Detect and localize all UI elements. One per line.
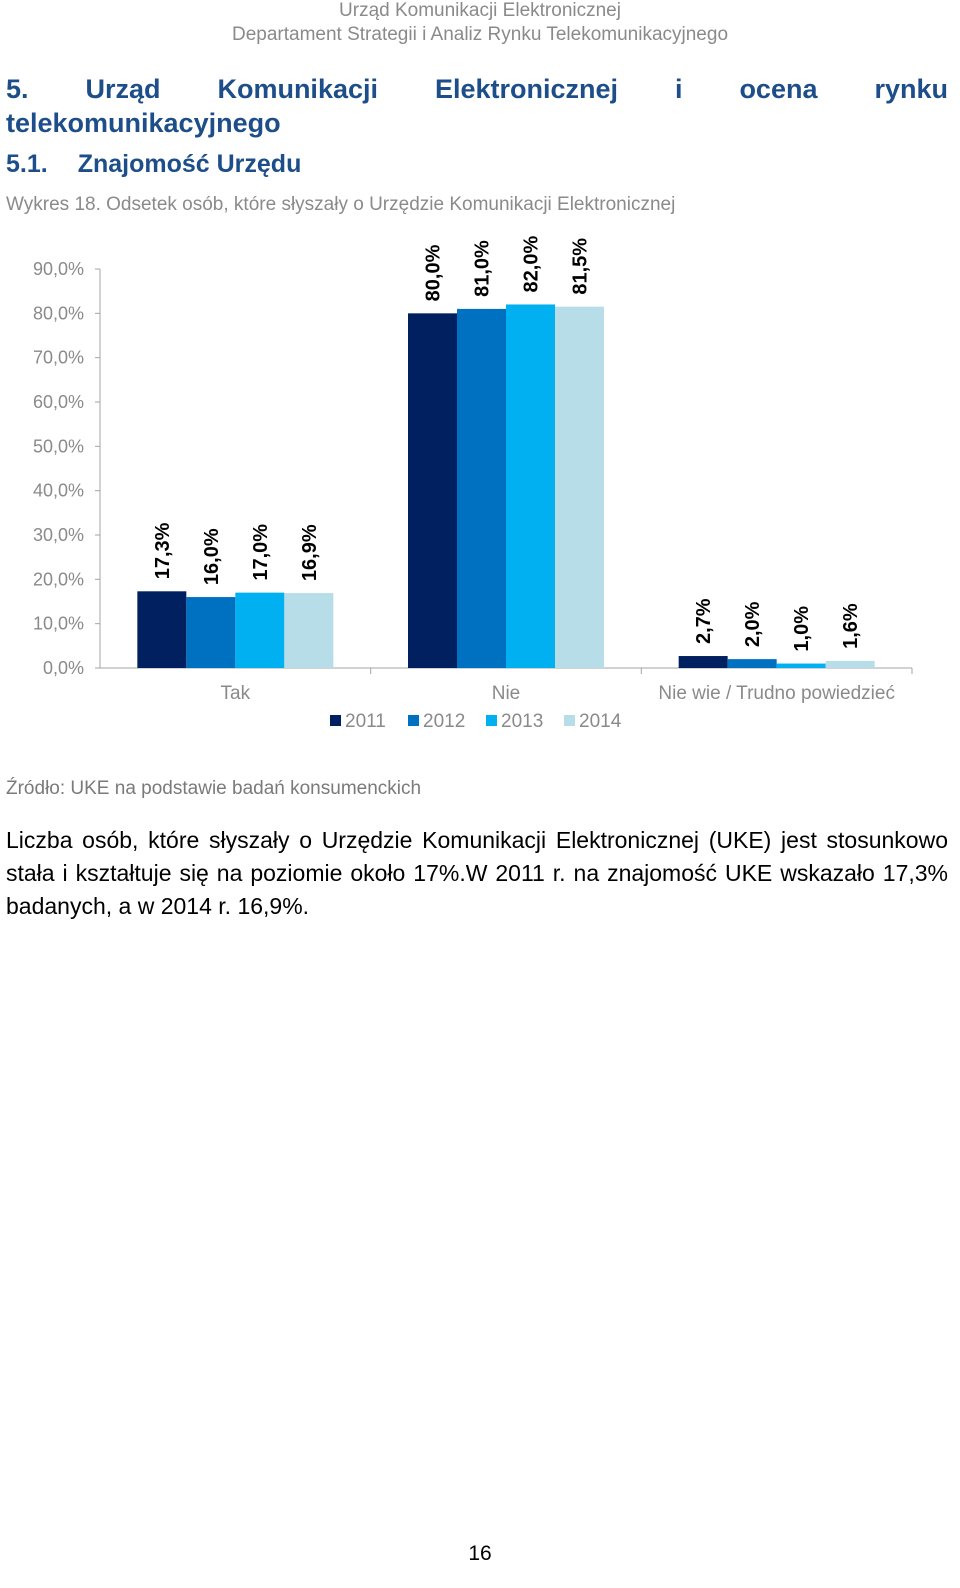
bar [678,656,728,668]
section-title-word: rynku [874,74,948,104]
y-tick-label: 70,0% [33,348,84,368]
bar [137,591,187,668]
bar [825,660,875,668]
section-title-word: Komunikacji [217,74,378,104]
section-heading-line1: 5. Urząd Komunikacji Elektronicznej i oc… [6,72,948,106]
y-tick-label: 0,0% [43,658,84,678]
bar-data-label: 81,5% [570,238,592,295]
section-title-line2: telekomunikacyjnego [6,108,281,138]
page-number: 16 [468,1542,492,1565]
legend-label: 2011 [345,711,386,732]
legend-swatch [564,715,575,726]
bar-data-label: 16,0% [201,528,223,585]
bar-data-label: 81,0% [472,240,494,297]
y-tick-label: 20,0% [33,569,84,589]
header-institution: Urząd Komunikacji Elektronicznej [339,0,621,21]
section-heading: 5. Urząd Komunikacji Elektronicznej i oc… [6,72,948,140]
figure-caption: Wykres 18. Odsetek osób, które słyszały … [6,194,676,215]
x-category-label: Nie [492,683,521,704]
bar-data-label: 1,0% [791,606,813,652]
y-tick-label: 50,0% [33,436,84,456]
y-tick-label: 60,0% [33,392,84,412]
section-title-word: Elektronicznej [434,74,619,104]
subsection-heading: 5.1. Znajomość Urzędu [6,150,301,179]
bar-data-label: 16,9% [299,524,321,581]
bar [506,304,555,668]
bar [727,659,777,668]
bar-chart: 0,0% 10,0% 20,0% 30,0% 40,0% 50,0% 60,0% 70,0% 8… [33,236,913,732]
y-tick-label: 80,0% [33,303,84,323]
bar-data-label: 17,3% [152,522,174,579]
section-number: 5. [6,74,29,104]
header-department: Departament Strategii i Analiz Rynku Tel… [231,24,729,45]
y-tick-label: 30,0% [33,525,84,545]
legend-label: 2014 [579,711,622,732]
y-tick-label: 10,0% [33,614,84,634]
legend-swatch [330,715,341,726]
bar [457,308,506,668]
body-paragraph: Liczba osób, które słyszały o Urzędzie K… [6,827,948,919]
bar [186,597,236,668]
bar [776,663,826,668]
bar-data-label: 2,0% [742,601,764,647]
bar [408,313,457,668]
x-category-label: Tak [221,683,251,704]
bar [284,593,334,668]
legend-swatch [486,715,497,726]
section-title-word: i [674,74,683,104]
bar [235,592,285,668]
bar-data-label: 80,0% [423,244,445,301]
bar-data-label: 1,6% [840,603,862,649]
x-category-label: Nie wie / Trudno powiedzieć [658,683,895,704]
legend-label: 2013 [501,711,543,732]
bar-data-label: 2,7% [693,598,715,644]
bar [555,306,604,668]
section-title-word: ocena [739,74,818,104]
source-note: Źródło: UKE na podstawie badań konsumenc… [6,778,422,799]
subsection-number: 5.1. [6,150,48,178]
y-tick-label: 40,0% [33,481,84,501]
legend-label: 2012 [423,711,465,732]
legend-swatch [408,715,419,726]
bar-data-label: 82,0% [521,236,543,293]
section-title-word: Urząd [85,74,161,104]
y-tick-label: 90,0% [33,259,84,279]
bar-data-label: 17,0% [250,524,272,581]
subsection-title: Znajomość Urzędu [77,150,302,178]
